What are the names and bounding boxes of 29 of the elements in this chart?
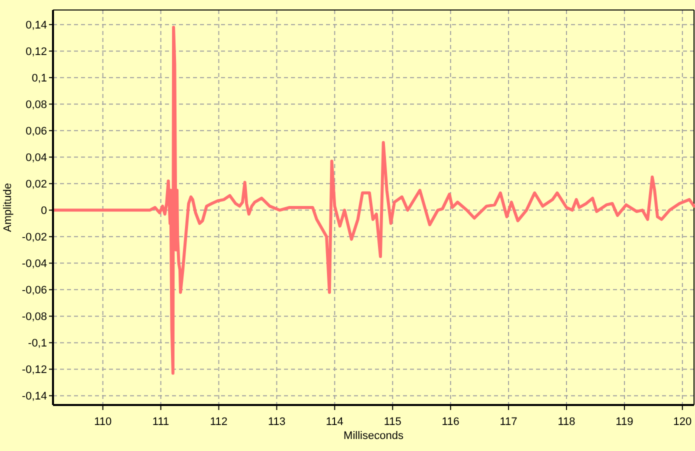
x-tick-label: 115 — [384, 416, 402, 428]
y-tick-label: 0 — [40, 205, 47, 217]
x-tick-label: 117 — [500, 416, 518, 428]
x-tick-label: 120 — [673, 416, 692, 428]
x-tick-label: 119 — [616, 416, 634, 428]
x-tick-label: 118 — [558, 416, 576, 428]
y-tick-label: 0,12 — [26, 46, 47, 58]
y-tick-label: -0,12 — [22, 364, 47, 376]
y-tick-label: 0,08 — [26, 98, 47, 111]
x-tick-label: 112 — [210, 416, 228, 428]
y-tick-label: -0,08 — [22, 311, 47, 324]
y-tick-label: 0,14 — [26, 19, 47, 32]
x-tick-label: 116 — [442, 416, 460, 428]
y-tick-label: 0,06 — [26, 125, 47, 138]
x-tick-label: 113 — [268, 416, 286, 428]
y-tick-label: -0,04 — [22, 258, 47, 270]
y-tick-label: 0,02 — [26, 178, 47, 190]
y-tick-label: -0,06 — [22, 284, 47, 297]
y-tick-label: 0,1 — [32, 72, 47, 84]
y-tick-label: -0,14 — [22, 390, 47, 403]
x-tick-label: 110 — [94, 416, 112, 428]
y-tick-label: -0,1 — [28, 338, 47, 350]
x-tick-label: 114 — [326, 416, 344, 428]
y-axis-title: Amplitude — [2, 183, 14, 232]
y-tick-label: 0,04 — [26, 152, 47, 164]
line-series — [52, 26, 695, 375]
x-axis-title: Milliseconds — [344, 430, 404, 442]
y-tick-label: -0,02 — [22, 232, 47, 244]
x-tick-label: 111 — [152, 416, 170, 428]
